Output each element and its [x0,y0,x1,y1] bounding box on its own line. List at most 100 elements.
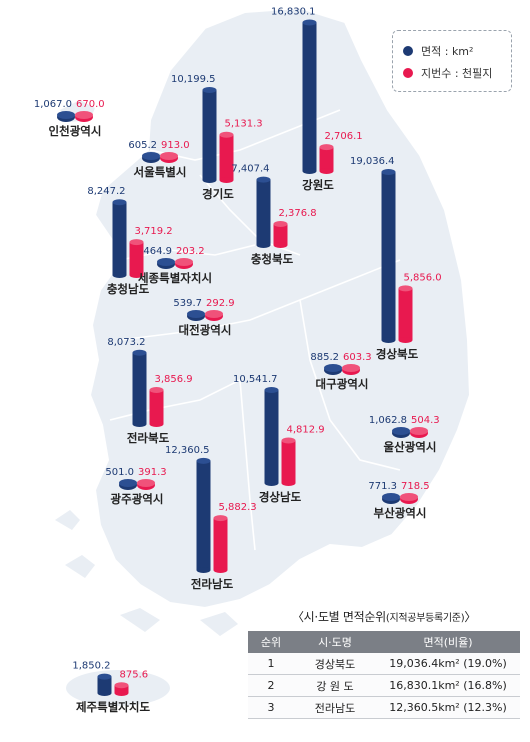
area-bar-base [302,168,317,174]
lots-value-label: 292.9 [206,298,235,309]
lots-value-label: 3,856.9 [155,374,193,385]
lots-bar-base [149,421,164,427]
region-name-label: 전라북도 [127,431,170,445]
area-disc-top [382,493,400,501]
lots-bar [149,389,164,424]
area-bar [132,352,147,424]
area-disc-top [57,111,75,119]
lots-value-label: 875.6 [120,669,149,680]
lots-disc-top [137,479,155,487]
legend-area: 면적 : km² [403,43,473,59]
area-value-label: 1,067.0 [34,99,72,110]
area-bar-base [381,337,396,343]
area-bar-base [97,690,112,696]
area-bar [97,676,112,693]
map-background [55,6,472,706]
area-value-label: 19,036.4 [350,156,395,167]
lots-bar-cap [219,131,234,138]
area-value-label: 501.0 [105,467,134,478]
region-group: 464.9 203.2 세종특별자치시 [138,246,212,285]
lots-bar [213,518,228,570]
area-disc-top [187,310,205,318]
lots-disc-top [75,111,93,119]
lots-bar-cap [281,437,296,444]
lots-value-label: 5,856.0 [404,272,442,283]
area-bar [196,460,211,570]
table-row: 3 전라남도 12,360.5km² (12.3%) [248,696,520,719]
lots-bar-base [129,272,144,278]
region-group: 8,073.2 3,856.9 전라북도 [107,337,192,445]
region-group: 12,360.5 5,882.3 전라남도 [165,445,257,591]
lots-value-label: 5,131.3 [225,119,263,130]
lots-value-label: 203.2 [176,246,205,257]
area-header: 면적(비율) [376,631,520,653]
lots-bar-cap [114,682,129,689]
region-group: 7,407.4 2,376.8 충청북도 [231,164,316,266]
area-bar-cap [302,19,317,26]
lots-disc-top [400,493,418,501]
ranking-title: 〈시·도별 면적순위(지적공부등록기준)〉 [291,610,477,624]
lots-bar [398,288,413,340]
region-group: 539.7 292.9 대전광역시 [173,298,234,337]
lots-bar [114,685,129,693]
lots-disc-top [175,258,193,266]
lots-bar-cap [149,386,164,393]
area-bar-cap [112,199,127,206]
region-name-label: 경상북도 [376,347,419,361]
region-name-label: 서울특별시 [134,165,187,179]
region-group: 501.0 391.3 광주광역시 [105,467,166,506]
lots-value-label: 913.0 [161,140,190,151]
region-group: 10,541.7 4,812.9 경상남도 [233,374,325,504]
region-name-label: 세종특별자치시 [138,271,212,285]
lots-value-label: 504.3 [411,415,440,426]
region-group: 19,036.4 5,856.0 경상북도 [350,156,442,361]
lots-bar-base [281,480,296,486]
lots-bar [129,242,144,275]
lots-bar [319,147,334,171]
region-name-label: 충청북도 [251,252,294,266]
area-value-label: 7,407.4 [231,164,269,175]
region-name-label: 강원도 [302,178,334,192]
area-disc-top [324,364,342,372]
lots-bar [281,440,296,483]
table-row: 1 경상북도 19,036.4km² (19.0%) [248,653,520,675]
table-row: 2 강 원 도 16,830.1km² (16.8%) [248,674,520,697]
region-name-label: 경상남도 [259,490,302,504]
ranking-table: 순위 시·도명 면적(비율) 1 경상북도 19,036.4km² (19.0%… [248,631,520,719]
lots-bar-cap [398,285,413,292]
lots-value-label: 391.3 [138,467,167,478]
area-disc-top [119,479,137,487]
area-ranking: 〈시·도별 면적순위(지적공부등록기준)〉 순위 시·도명 면적(비율) 1 경… [248,608,520,719]
area-bar [256,179,271,245]
region-group: 16,830.1 2,706.1 강원도 [271,6,363,192]
lots-bar-base [219,177,234,183]
lots-bar-base [114,690,129,696]
region-name-label: 충청남도 [107,282,150,296]
area-bar-cap [264,386,279,393]
area-value-label: 464.9 [143,246,172,257]
area-bar-cap [202,86,217,93]
region-header: 시·도명 [294,631,376,653]
lots-value-label: 603.3 [343,352,372,363]
lots-bar-base [213,567,228,573]
lots-value-label: 5,882.3 [219,502,257,513]
area-disc-top [142,152,160,160]
lots-value-label: 4,812.9 [287,425,325,436]
area-value-label: 539.7 [173,298,202,309]
area-bar-cap [196,457,211,464]
lots-value-label: 670.0 [76,99,105,110]
area-value-label: 771.3 [368,481,397,492]
lots-disc-top [205,310,223,318]
rank-header: 순위 [248,631,294,653]
area-value-label: 885.2 [310,352,339,363]
area-disc-top [157,258,175,266]
area-value-label: 605.2 [128,140,157,151]
area-bar-base [264,480,279,486]
area-value-label: 10,541.7 [233,374,278,385]
lots-bar-cap [319,144,334,151]
region-group: 605.2 913.0 서울특별시 [128,140,189,179]
area-bar-base [196,567,211,573]
area-value-label: 10,199.5 [171,74,216,85]
lots-bar-cap [129,239,144,246]
